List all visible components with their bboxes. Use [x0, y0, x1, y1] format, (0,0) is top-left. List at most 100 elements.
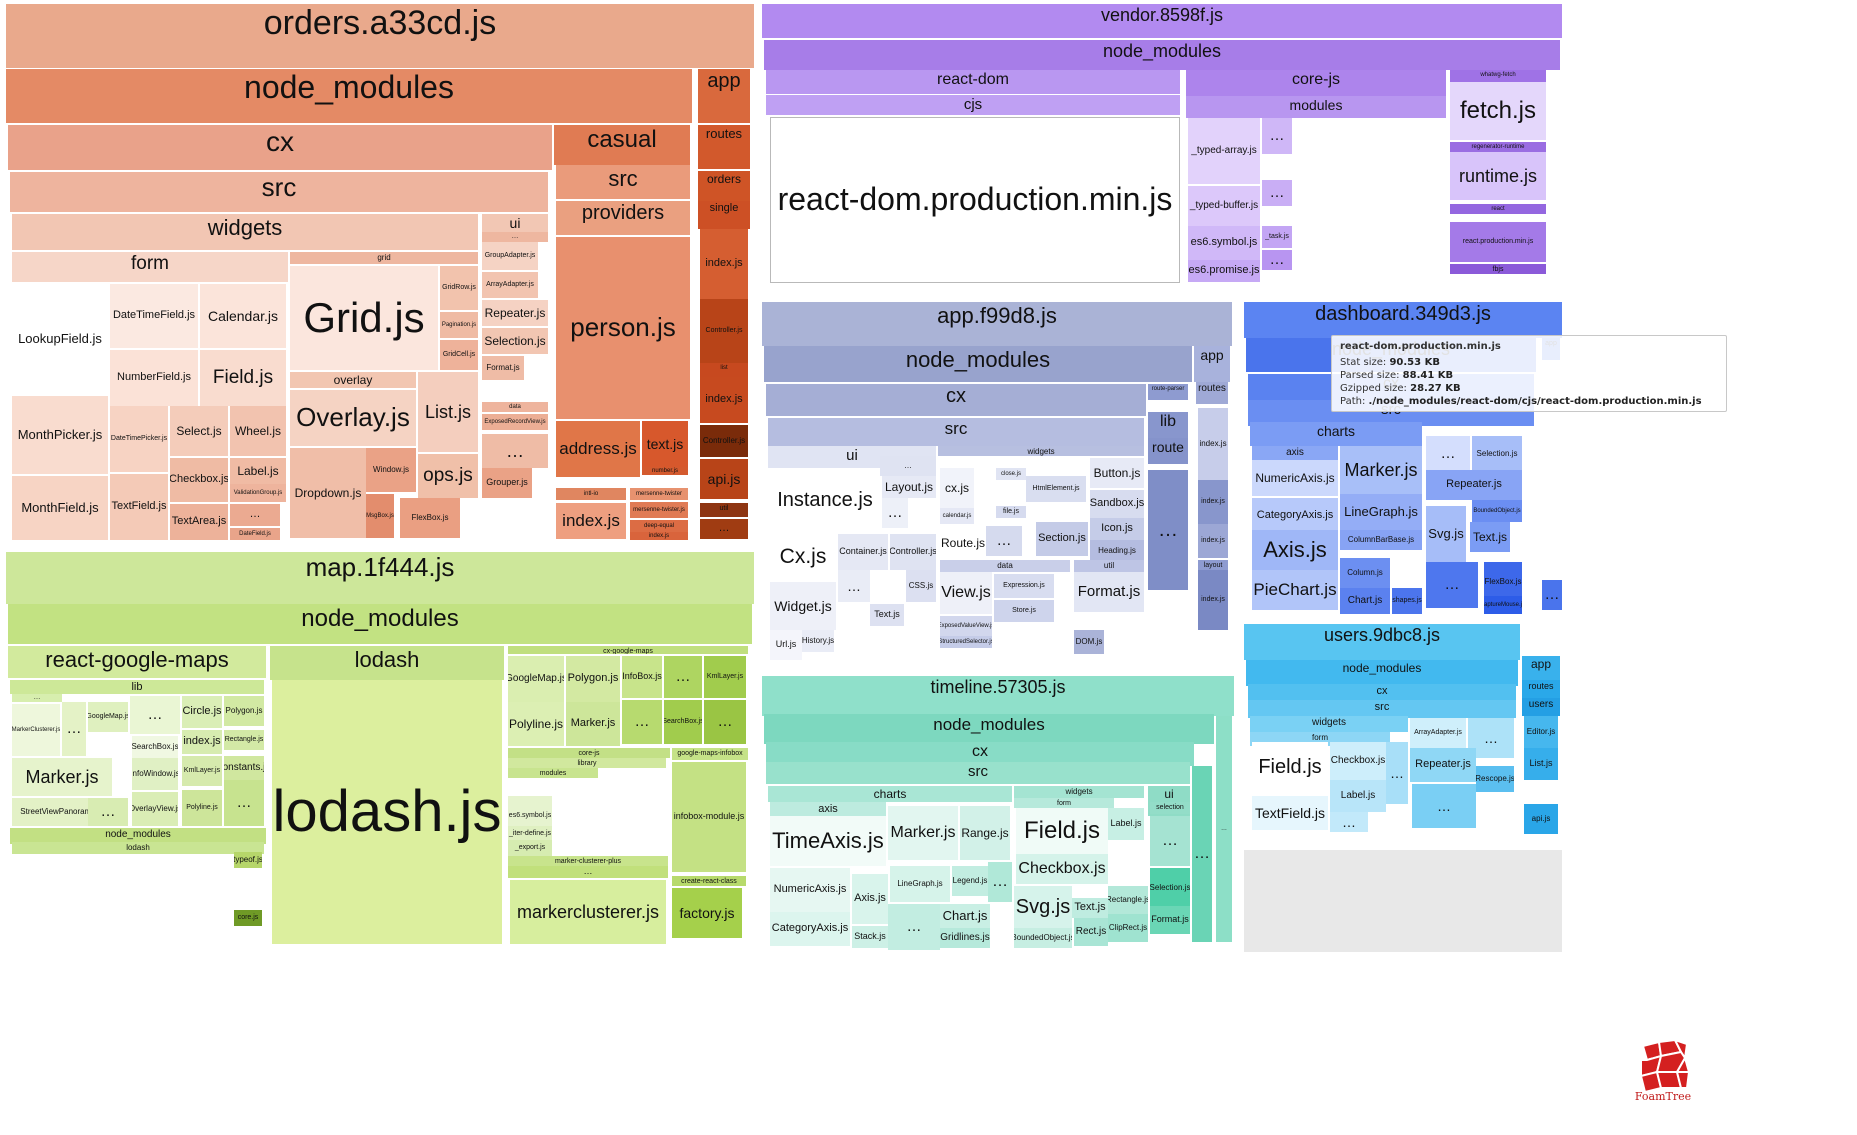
module-react-production-min-js[interactable]: react.production.min.js [1450, 222, 1546, 262]
module-iter-define-js[interactable]: _iter-define.js [508, 826, 552, 842]
module-flexbox-js[interactable]: FlexBox.js [400, 498, 460, 538]
collapsed-group[interactable]: … [1330, 812, 1368, 832]
group-cx[interactable]: cx [8, 125, 552, 170]
group-src[interactable]: src [1248, 700, 1516, 718]
collapsed-group[interactable]: … [482, 434, 548, 468]
module-kmllayer-js[interactable]: KmlLayer.js [182, 756, 222, 786]
group-widgets[interactable]: widgets [1014, 786, 1144, 798]
module-index-js[interactable]: index.js [700, 229, 748, 299]
module-index-js[interactable]: index.js [1198, 480, 1228, 524]
module-controller-js[interactable]: Controller.js [890, 534, 936, 570]
collapsed-group[interactable]: … [838, 570, 870, 602]
group-casual[interactable]: casual [554, 125, 690, 165]
group-routes[interactable]: routes [1196, 382, 1228, 404]
module-deep-equal[interactable]: deep-equal [630, 520, 688, 532]
group-dashboard-349d3-js[interactable]: dashboard.349d3.js [1244, 302, 1562, 338]
module-validationgroup-js[interactable]: ValidationGroup.js [230, 484, 286, 502]
module-datefield-js[interactable]: DateField.js [230, 528, 280, 540]
collapsed-group[interactable]: … [888, 904, 940, 950]
module-icon-js[interactable]: Icon.js [1090, 518, 1144, 540]
group-react-dom[interactable]: react-dom [766, 70, 1180, 94]
module-numericaxis-js[interactable]: NumericAxis.js [770, 868, 850, 912]
module-mersenne-twister[interactable]: mersenne-twister [630, 488, 688, 500]
module-structuredselector-js[interactable]: StructuredSelector.js [940, 636, 992, 648]
group-timeline-57305-js[interactable]: timeline.57305.js [762, 676, 1234, 716]
module-overlay-js[interactable]: Overlay.js [290, 390, 416, 446]
module-linegraph-js[interactable]: LineGraph.js [1340, 494, 1422, 530]
module-capturemouse-js[interactable]: captureMouse.js [1484, 596, 1522, 614]
module-checkbox-js[interactable]: Checkbox.js [1016, 854, 1108, 884]
collapsed-group[interactable]: … [230, 504, 280, 526]
group-grid[interactable]: grid [290, 252, 478, 264]
module-cx-js[interactable]: Cx.js [770, 532, 836, 582]
module-text-js[interactable]: text.js [642, 421, 688, 467]
group-util[interactable]: util [1074, 560, 1144, 572]
collapsed-group[interactable]: … [1542, 580, 1562, 610]
module-exposedrecordview-js[interactable]: ExposedRecordView.js [482, 414, 548, 430]
module-shapes-js[interactable]: shapes.js [1392, 588, 1422, 614]
node-modules-group[interactable]: node_modules [764, 714, 1214, 744]
module-chart-js[interactable]: Chart.js [1340, 588, 1390, 614]
module-gridlines-js[interactable]: Gridlines.js [940, 928, 990, 948]
module-mersenne-twister-js[interactable]: mersenne-twister.js [630, 502, 688, 518]
module-circle-js[interactable]: Circle.js [182, 696, 222, 728]
group-google-maps-infobox[interactable]: google-maps-infobox [672, 748, 748, 760]
module-index-js[interactable]: index.js [630, 532, 688, 540]
group-routes[interactable]: routes [1522, 680, 1560, 698]
group-lodash[interactable]: lodash [12, 842, 264, 854]
module-field-js[interactable]: Field.js [1016, 808, 1108, 854]
group-route[interactable]: route [1148, 438, 1188, 464]
module-grouper-js[interactable]: Grouper.js [482, 468, 532, 498]
module-lodash-js[interactable]: lodash.js [272, 680, 502, 944]
module-range-js[interactable]: Range.js [960, 806, 1010, 860]
module-column-js[interactable]: Column.js [1340, 558, 1390, 588]
collapsed-group[interactable]: … [704, 700, 746, 744]
module-marker-js[interactable]: Marker.js [566, 702, 620, 746]
module-cliprect-js[interactable]: ClipRect.js [1108, 914, 1148, 942]
group-widgets[interactable]: widgets [1250, 716, 1408, 732]
module-factory-js[interactable]: factory.js [672, 888, 742, 938]
group-util[interactable]: util [700, 503, 748, 517]
module-instance-js[interactable]: Instance.js [770, 470, 880, 530]
module-api-js[interactable]: api.js [700, 459, 748, 499]
module-monthpicker-js[interactable]: MonthPicker.js [12, 396, 108, 474]
module-section-js[interactable]: Section.js [1036, 522, 1088, 556]
module-arrayadapter-js[interactable]: ArrayAdapter.js [482, 272, 538, 298]
module-textfield-js[interactable]: TextField.js [110, 474, 168, 540]
group-app[interactable]: app [698, 69, 750, 123]
group-lib[interactable]: lib [10, 680, 264, 694]
module-rectangle-js[interactable]: Rectangle.js [1108, 886, 1148, 914]
group-vendor-8598f-js[interactable]: vendor.8598f.js [762, 4, 1562, 38]
group-marker-clusterer-plus[interactable]: marker-clusterer-plus [508, 856, 668, 868]
module-number-js[interactable]: number.js [642, 467, 688, 475]
module-label-js[interactable]: Label.js [1108, 808, 1144, 840]
collapsed-group[interactable]: … [1426, 436, 1470, 472]
group-selection[interactable]: selection [1150, 802, 1190, 814]
node-modules-group[interactable]: node_modules [764, 40, 1560, 70]
collapsed-group[interactable]: … [224, 780, 264, 826]
module-repeater-js[interactable]: Repeater.js [1410, 748, 1476, 782]
module-textarea-js[interactable]: TextArea.js [170, 504, 228, 540]
module-field-js[interactable]: Field.js [1252, 742, 1328, 792]
group-list[interactable]: list [700, 363, 748, 377]
module-index-js[interactable]: index.js [556, 503, 626, 539]
group-library[interactable]: library [508, 758, 666, 768]
group-data[interactable]: data [482, 402, 548, 412]
module-timeaxis-js[interactable]: TimeAxis.js [770, 816, 886, 866]
module-window-js[interactable]: Window.js [366, 448, 416, 492]
module-marker-js[interactable]: Marker.js [12, 758, 112, 796]
module-intl-io[interactable]: intl-io [556, 488, 626, 500]
collapsed-group[interactable]: … [482, 232, 548, 242]
module-polyline-js[interactable]: Polyline.js [508, 702, 564, 746]
module-svg-js[interactable]: Svg.js [1426, 506, 1466, 562]
group-cx[interactable]: cx [1248, 684, 1516, 702]
module-css-js[interactable]: CSS.js [906, 570, 936, 602]
collapsed-group[interactable]: … [1192, 766, 1212, 942]
module-task-js[interactable]: _task.js [1262, 226, 1292, 248]
module-grid-js[interactable]: Grid.js [290, 266, 438, 370]
group-axis[interactable]: axis [770, 802, 886, 816]
module-infobox-module-js[interactable]: infobox-module.js [672, 762, 746, 872]
group-cx[interactable]: cx [766, 384, 1146, 416]
module-googlemap-js[interactable]: GoogleMap.js [508, 656, 564, 702]
module-list-js[interactable]: List.js [418, 372, 478, 452]
